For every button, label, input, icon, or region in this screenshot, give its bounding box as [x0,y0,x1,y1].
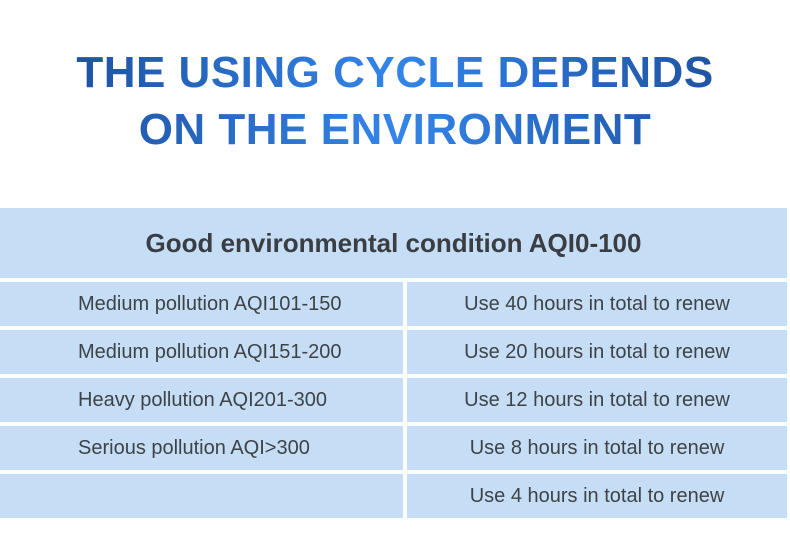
table-row: Use 4 hours in total to renew [0,474,787,518]
usage-cell: Use 12 hours in total to renew [407,378,787,422]
usage-cycle-table: Good environmental condition AQI0-100 Me… [0,208,787,518]
table-header-row: Good environmental condition AQI0-100 [0,208,787,278]
table-row: Medium pollution AQI101-150 Use 40 hours… [0,282,787,326]
condition-cell: Medium pollution AQI151-200 [0,330,403,374]
table-row: Heavy pollution AQI201-300 Use 12 hours … [0,378,787,422]
table-header-label: Good environmental condition AQI0-100 [145,227,642,258]
title-line-1: THE USING CYCLE DEPENDS [76,48,714,97]
condition-cell [0,474,403,518]
condition-cell: Medium pollution AQI101-150 [0,282,403,326]
condition-cell: Serious pollution AQI>300 [0,426,403,470]
title-line-2: ON THE ENVIRONMENT [138,105,652,154]
table-row: Medium pollution AQI151-200 Use 20 hours… [0,330,787,374]
table-row: Serious pollution AQI>300 Use 8 hours in… [0,426,787,470]
usage-cell: Use 20 hours in total to renew [407,330,787,374]
page-title: THE USING CYCLE DEPENDS ON THE ENVIRONME… [0,44,790,158]
condition-cell: Heavy pollution AQI201-300 [0,378,403,422]
usage-cell: Use 40 hours in total to renew [407,282,787,326]
usage-cell: Use 8 hours in total to renew [407,426,787,470]
usage-cell: Use 4 hours in total to renew [407,474,787,518]
